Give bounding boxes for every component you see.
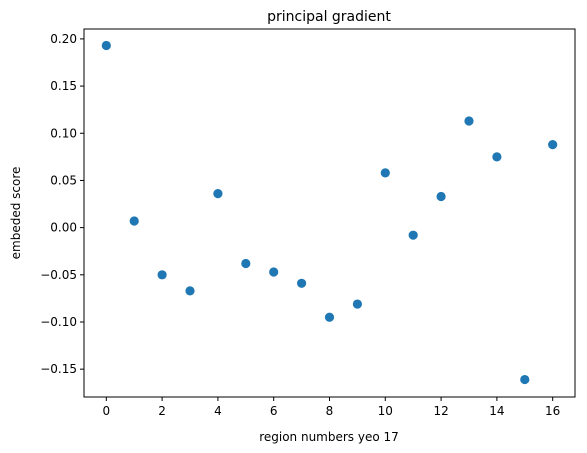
x-tick-label: 0	[102, 404, 110, 418]
y-tick-label: 0.20	[50, 32, 77, 46]
data-point	[380, 168, 390, 178]
x-axis-label: region numbers yeo 17	[259, 430, 399, 444]
data-point	[157, 270, 167, 280]
y-tick-label: 0.15	[50, 79, 77, 93]
y-tick-label: 0.10	[50, 126, 77, 140]
data-point	[269, 267, 279, 277]
data-point	[464, 116, 474, 126]
axes-frame	[83, 28, 576, 398]
x-tick-label: 16	[545, 404, 560, 418]
x-tick-label: 8	[326, 404, 334, 418]
data-point	[520, 374, 530, 385]
data-point	[548, 139, 558, 150]
y-tick-label: 0.05	[50, 173, 77, 187]
data-point	[185, 286, 195, 296]
y-tick-label: −0.10	[40, 315, 77, 329]
data-point	[408, 230, 418, 240]
x-tick-label: 2	[158, 404, 166, 418]
x-tick-label: 4	[214, 404, 222, 418]
y-axis-label: embeded score	[9, 167, 23, 260]
data-point	[352, 299, 362, 309]
data-point	[297, 278, 307, 288]
data-point	[324, 312, 335, 322]
x-tick-label: 6	[270, 404, 278, 418]
data-point	[241, 258, 251, 269]
data-point	[213, 189, 223, 199]
data-points	[101, 40, 558, 385]
y-tick-label: −0.05	[40, 268, 77, 282]
chart-title: principal gradient	[267, 9, 391, 25]
x-tick-label: 10	[378, 404, 393, 418]
data-point	[101, 40, 111, 51]
data-point	[129, 216, 139, 226]
x-axis-ticks: 0 2 4 6 8 10 12 14 16	[102, 397, 560, 418]
y-tick-label: −0.15	[40, 362, 77, 376]
y-axis-ticks: −0.15 −0.10 −0.05 0.00 0.05 0.10 0.15 0.20	[40, 32, 84, 376]
x-tick-label: 12	[433, 404, 448, 418]
data-point	[436, 191, 446, 202]
data-point	[492, 152, 502, 162]
x-tick-label: 14	[489, 404, 504, 418]
plot-area: 0 2 4 6 8 10 12 14 16 −0.15 −0.10 −0.05 0.00 0.05 0.1…	[40, 28, 576, 418]
y-tick-label: 0.00	[50, 221, 77, 235]
